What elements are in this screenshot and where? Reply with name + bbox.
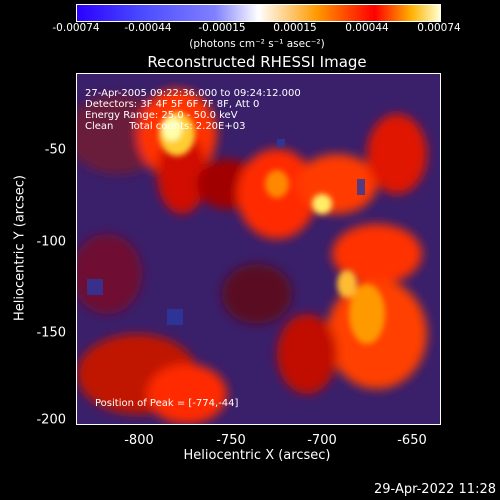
colorbar-unit: (photons cm⁻² s⁻¹ asec⁻²) [189,38,325,50]
info-clean-counts: Clean Total counts: 2.20E+03 [85,121,246,132]
x-tick: -800 [124,433,154,448]
x-axis-label: Heliocentric X (arcsec) [183,448,331,463]
y-axis-label: Heliocentric Y (arcsec) [12,175,28,321]
y-tick: -200 [36,412,66,428]
x-tick: -650 [397,433,427,448]
y-tick: -100 [36,234,66,250]
peak-position: Position of Peak = [-774,-44] [95,398,239,409]
dark-patches [87,139,365,325]
x-tick: -700 [307,433,337,448]
info-detectors: Detectors: 3F 4F 5F 6F 7F 8F, Att 0 [85,99,260,110]
image-plot: 27-Apr-2005 09:22:36.000 to 09:24:12.000… [76,73,441,425]
x-tick: -750 [216,433,246,448]
colorbar [76,4,441,22]
info-time: 27-Apr-2005 09:22:36.000 to 09:24:12.000 [85,88,301,99]
colorbar-tick: 0.00074 [417,22,461,34]
image-title: Reconstructed RHESSI Image [147,53,367,71]
info-energy: Energy Range: 25.0 - 50.0 keV [85,110,238,121]
y-tick: -50 [44,142,66,158]
y-tick: -150 [36,325,66,341]
colorbar-tick: 0.00044 [345,22,389,34]
hot-cores [159,112,385,344]
colorbar-tick: -0.00015 [198,22,246,34]
rhessi-map [77,74,440,424]
colorbar-tick: -0.00044 [124,22,172,34]
colorbar-tick: -0.00074 [52,22,100,34]
timestamp: 29-Apr-2022 11:28 [374,482,496,497]
colorbar-tick: 0.00015 [273,22,317,34]
